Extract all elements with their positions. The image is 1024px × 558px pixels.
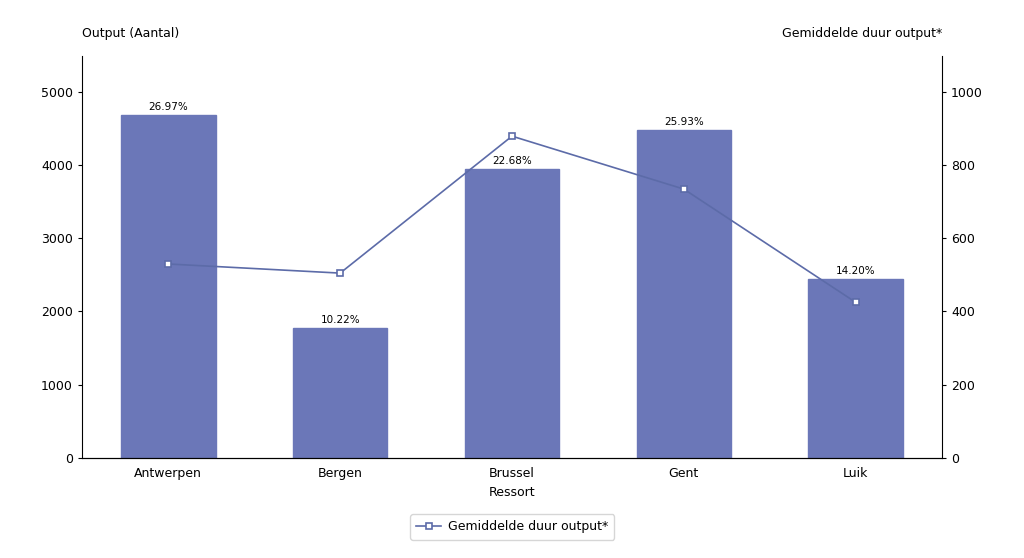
- Text: 25.93%: 25.93%: [664, 117, 703, 127]
- Text: 10.22%: 10.22%: [321, 315, 360, 325]
- Text: 26.97%: 26.97%: [148, 102, 188, 112]
- Bar: [121, 115, 215, 458]
- Bar: [809, 278, 903, 458]
- Bar: [637, 129, 731, 458]
- Bar: [465, 169, 559, 458]
- Text: Output (Aantal): Output (Aantal): [82, 27, 179, 40]
- X-axis label: Ressort: Ressort: [488, 486, 536, 499]
- Bar: [293, 328, 387, 458]
- Text: 14.20%: 14.20%: [836, 266, 876, 276]
- Text: Gemiddelde duur output*: Gemiddelde duur output*: [782, 27, 942, 40]
- Text: 22.68%: 22.68%: [493, 156, 531, 166]
- Legend: Gemiddelde duur output*: Gemiddelde duur output*: [410, 514, 614, 540]
